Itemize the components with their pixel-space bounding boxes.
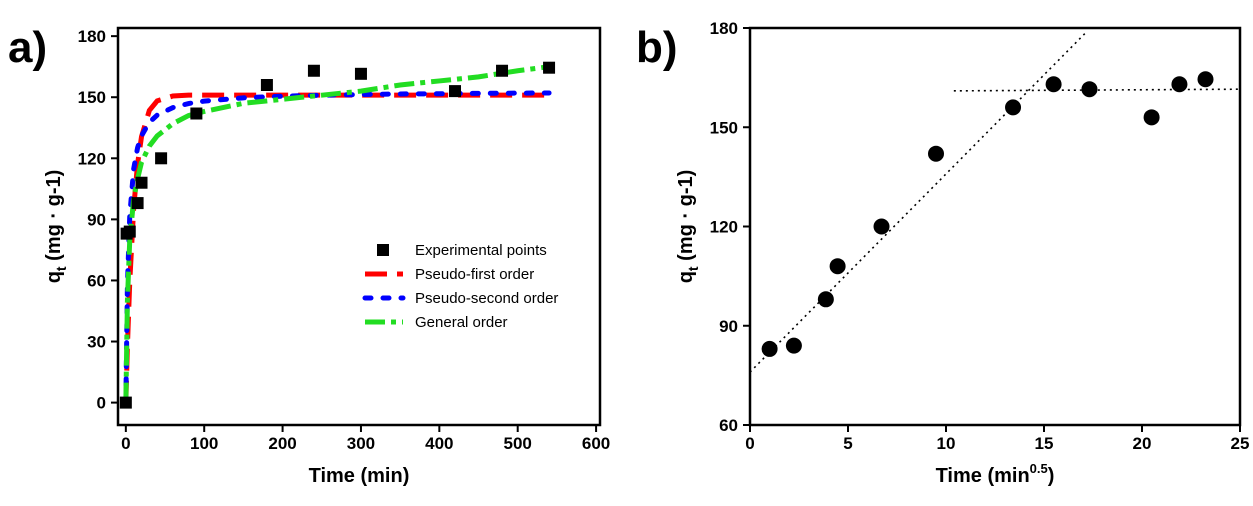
data-point xyxy=(928,145,945,162)
data-point xyxy=(155,152,168,165)
x-axis-label: Time (min) xyxy=(309,465,410,487)
plot-frame xyxy=(116,26,602,427)
y-tick-label: 0 xyxy=(97,394,106,413)
data-point xyxy=(135,176,148,189)
x-tick-label: 300 xyxy=(347,434,375,453)
y-tick-label: 150 xyxy=(710,118,738,137)
plot-area xyxy=(123,64,552,406)
x-tick-label: 15 xyxy=(1035,434,1054,453)
data-point xyxy=(307,64,320,77)
x-label-rest: ) xyxy=(1048,465,1055,487)
data-point xyxy=(1143,109,1160,126)
data-point xyxy=(1197,71,1214,88)
x-tick-label: 10 xyxy=(937,434,956,453)
x-tick-label: 5 xyxy=(843,434,852,453)
y-tick-label: 30 xyxy=(87,333,106,352)
x-label-main: Time (min xyxy=(936,465,1030,487)
data-point xyxy=(119,396,132,409)
x-axis-label: Time (min0.5) xyxy=(936,461,1055,487)
y-label-sub: t xyxy=(685,266,701,271)
data-point xyxy=(123,225,136,238)
x-tick-label: 200 xyxy=(268,434,296,453)
data-point xyxy=(817,291,834,308)
x-tick-label: 0 xyxy=(121,434,130,453)
panel-label: b) xyxy=(636,23,678,72)
x-tick-label: 0 xyxy=(745,434,754,453)
y-axis-label: qt (mg · g-1) xyxy=(675,170,701,284)
y-axis-label: qt (mg · g-1) xyxy=(43,170,69,284)
y-label-rest: (mg · g-1) xyxy=(43,170,65,267)
x-tick-label: 20 xyxy=(1133,434,1152,453)
legend-label: Pseudo-second order xyxy=(415,290,558,307)
data-point xyxy=(543,61,556,74)
y-tick-label: 60 xyxy=(719,416,738,435)
data-point xyxy=(260,79,273,92)
y-tick-label: 60 xyxy=(87,271,106,290)
legend-marker xyxy=(377,244,389,256)
y-tick-label: 90 xyxy=(87,210,106,229)
x-tick-label: 500 xyxy=(504,434,532,453)
x-tick-label: 25 xyxy=(1231,434,1250,453)
x-tick-label: 600 xyxy=(582,434,610,453)
y-tick-label: 120 xyxy=(78,149,106,168)
data-point xyxy=(1081,81,1098,98)
data-point xyxy=(1171,76,1188,93)
data-point xyxy=(131,197,144,210)
data-point xyxy=(761,340,778,357)
data-point xyxy=(785,337,802,354)
x-label-sup: 0.5 xyxy=(1030,461,1048,476)
data-point xyxy=(354,67,367,80)
fit-line xyxy=(123,64,550,403)
y-label-main: q xyxy=(675,271,697,283)
x-tick-label: 100 xyxy=(190,434,218,453)
y-tick-label: 180 xyxy=(78,27,106,46)
x-tick-label: 400 xyxy=(425,434,453,453)
legend-label: Pseudo-first order xyxy=(415,266,534,283)
fit-line xyxy=(750,30,1088,373)
data-point xyxy=(449,85,462,98)
data-point xyxy=(829,258,846,275)
y-tick-label: 90 xyxy=(719,317,738,336)
data-point xyxy=(190,107,203,120)
panel-label: a) xyxy=(8,23,47,72)
y-label-sub: t xyxy=(53,266,69,271)
y-tick-label: 180 xyxy=(710,19,738,38)
fit-line xyxy=(123,90,552,406)
y-tick-label: 150 xyxy=(78,88,106,107)
y-label-rest: (mg · g-1) xyxy=(675,170,697,267)
plot-frame xyxy=(748,26,1242,427)
data-point xyxy=(1005,99,1022,116)
y-tick-label: 120 xyxy=(710,218,738,237)
data-point xyxy=(496,64,509,77)
legend-label: Experimental points xyxy=(415,242,547,259)
data-point xyxy=(1045,76,1062,93)
data-point xyxy=(873,218,890,235)
y-label-main: q xyxy=(43,271,65,283)
plot-area xyxy=(750,30,1240,373)
legend-label: General order xyxy=(415,314,508,331)
